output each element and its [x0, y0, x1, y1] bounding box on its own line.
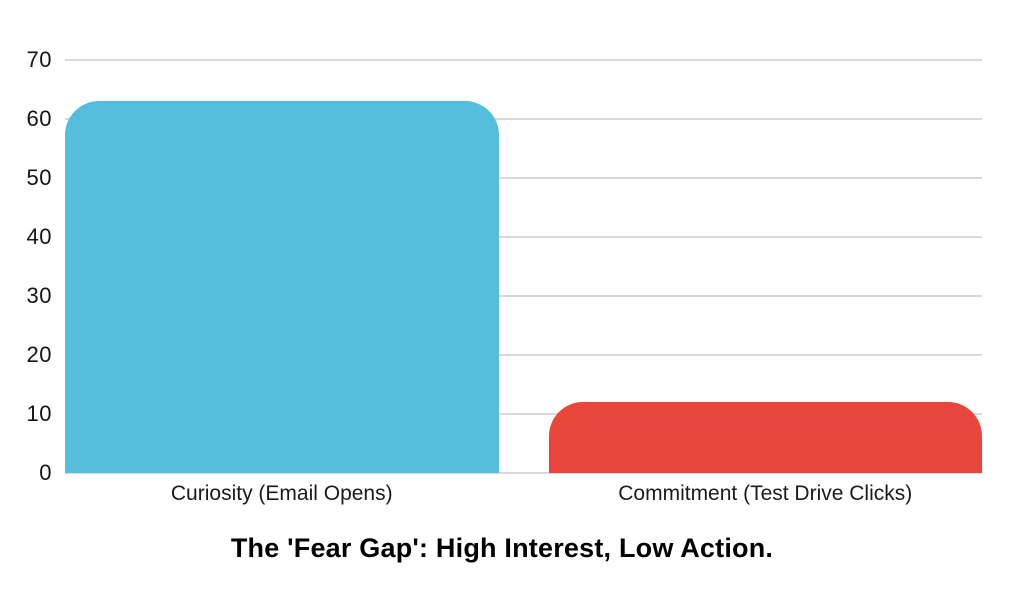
y-tick-label-0: 0	[39, 460, 52, 485]
gridline-70	[65, 59, 982, 61]
y-tick-label-50: 50	[26, 165, 52, 190]
y-tick-label-10: 10	[26, 401, 52, 426]
y-tick-label-70: 70	[26, 47, 52, 72]
gridline-30	[65, 295, 982, 297]
gridline-60	[65, 118, 982, 120]
x-category-label-commitment-test-drive-clicks: Commitment (Test Drive Clicks)	[618, 482, 913, 505]
y-axis: 0 10 20 30 40 50 60 70	[0, 49, 52, 484]
gridline-40	[65, 236, 982, 238]
gridline-0	[65, 472, 982, 474]
gridline-20	[65, 354, 982, 356]
bar-commitment-test-drive-clicks	[548, 402, 982, 473]
x-axis: Curiosity (Email Opens) Commitment (Test …	[65, 482, 982, 510]
plot-area	[65, 59, 982, 474]
x-category-label-curiosity-email-opens: Curiosity (Email Opens)	[170, 482, 393, 505]
y-tick-label-40: 40	[26, 224, 52, 249]
y-tick-label-20: 20	[26, 342, 52, 367]
chart-title: The 'Fear Gap': High Interest, Low Actio…	[230, 533, 774, 563]
gridline-10	[65, 413, 982, 415]
bar-curiosity-email-opens	[65, 101, 499, 473]
y-tick-label-30: 30	[26, 283, 52, 308]
gridline-50	[65, 177, 982, 179]
y-tick-label-60: 60	[26, 106, 52, 131]
